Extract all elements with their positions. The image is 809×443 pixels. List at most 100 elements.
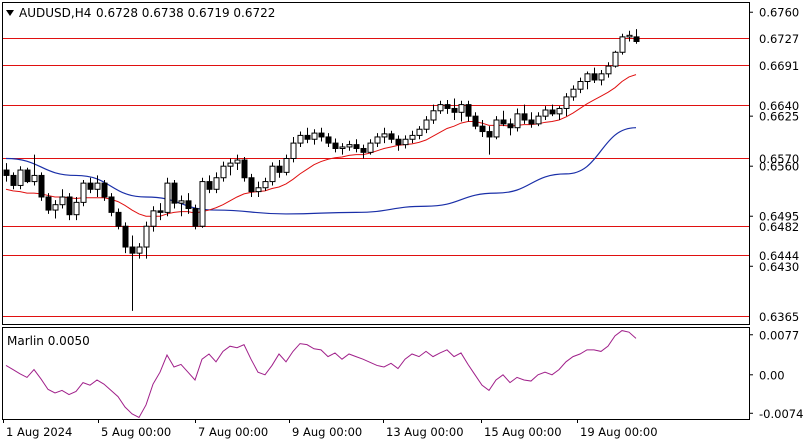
candle-body [605, 65, 612, 75]
candle-body [318, 132, 325, 138]
candle-body [395, 138, 402, 146]
y-tick-label-4: 0.6430 [759, 260, 799, 274]
candle-body [591, 73, 598, 81]
candle [276, 160, 283, 178]
candle-body [444, 104, 451, 109]
candle-body [241, 159, 248, 179]
candle [10, 172, 17, 190]
candle [451, 98, 458, 121]
candle-body [283, 157, 290, 173]
candle [374, 133, 381, 147]
candle-body [458, 104, 465, 113]
candle-body [626, 34, 633, 38]
candle-body [416, 128, 423, 136]
candle [437, 100, 444, 114]
candle [367, 139, 374, 155]
candle [66, 193, 73, 221]
candle-body [584, 73, 591, 83]
candle-body [213, 177, 220, 190]
candle [45, 193, 52, 214]
candle-body [262, 181, 269, 189]
candle-body [206, 181, 213, 190]
candle [304, 127, 311, 144]
candle [73, 196, 80, 221]
candle-body [542, 109, 549, 117]
candle [591, 67, 598, 84]
level-label-bg-6 [755, 308, 803, 324]
candle-body [276, 165, 283, 173]
candle-body [465, 104, 472, 117]
candle [3, 163, 10, 182]
main-plot-frame [2, 2, 750, 325]
level-label-4: 0.6482 [759, 220, 799, 234]
candle [514, 108, 521, 132]
candle-body [409, 134, 416, 140]
candle [500, 110, 507, 127]
candle [318, 127, 325, 142]
level-label-2: 0.6640 [759, 99, 799, 113]
candle [612, 50, 619, 68]
candle [325, 133, 332, 147]
candle [94, 175, 101, 197]
candle [101, 180, 108, 201]
candle [129, 235, 136, 311]
candle-body [290, 142, 297, 159]
candle-body [381, 133, 388, 138]
candle [332, 138, 339, 153]
candle [185, 193, 192, 214]
x-tick-label-3: 9 Aug 00:00 [292, 425, 362, 439]
candle-body [353, 144, 360, 149]
candle [465, 100, 472, 122]
candle [157, 203, 164, 221]
candle [59, 189, 66, 209]
candle-body [10, 174, 17, 186]
candle-body [87, 182, 94, 190]
candle-body [528, 119, 535, 125]
candle-body [556, 107, 563, 115]
candle-body [24, 169, 31, 183]
candle-body [192, 208, 199, 227]
candle-body [437, 104, 444, 112]
candle [178, 195, 185, 217]
marlin-line [5, 330, 637, 419]
candle [528, 112, 535, 128]
candle [52, 200, 59, 219]
candle-body [157, 210, 164, 213]
candle [115, 208, 122, 230]
candle [150, 206, 157, 232]
level-label-3: 0.6570 [759, 152, 799, 166]
candle [360, 144, 367, 159]
candle-body [150, 210, 157, 227]
candle [626, 30, 633, 42]
level-label-bg-4 [755, 218, 803, 234]
candle-body [178, 200, 185, 204]
time-axis: 1 Aug 2024 5 Aug 00:00 7 Aug 00:00 9 Aug 00… [3, 419, 658, 439]
candle [220, 161, 227, 182]
candle-body [570, 88, 577, 98]
candle [24, 167, 31, 184]
candle [570, 85, 577, 101]
level-label-bg-3 [755, 150, 803, 166]
candle [402, 135, 409, 149]
candle [472, 112, 479, 130]
candle-body [507, 123, 514, 129]
candle [234, 154, 241, 171]
candle-body [255, 187, 262, 193]
candle [598, 69, 605, 86]
candle-body [66, 196, 73, 216]
y-tick-label-3: 0.6495 [759, 210, 799, 224]
price-axis: 0.6727 0.6691 0.6640 0.6570 0.6482 0.6444 0.63… [749, 6, 803, 421]
candle-body [311, 132, 318, 140]
level-label-bg-2 [755, 97, 803, 113]
level-label-5: 0.6444 [759, 249, 799, 263]
x-tick-label-2: 7 Aug 00:00 [198, 425, 268, 439]
candle [164, 177, 171, 217]
candle-body [164, 182, 171, 213]
candle-body [80, 182, 87, 203]
chart-ohlc: 0.6728 0.6738 0.6719 0.6722 [96, 6, 275, 20]
candle [549, 104, 556, 117]
candle-body [339, 146, 346, 149]
dropdown-triangle-icon[interactable] [6, 10, 14, 16]
